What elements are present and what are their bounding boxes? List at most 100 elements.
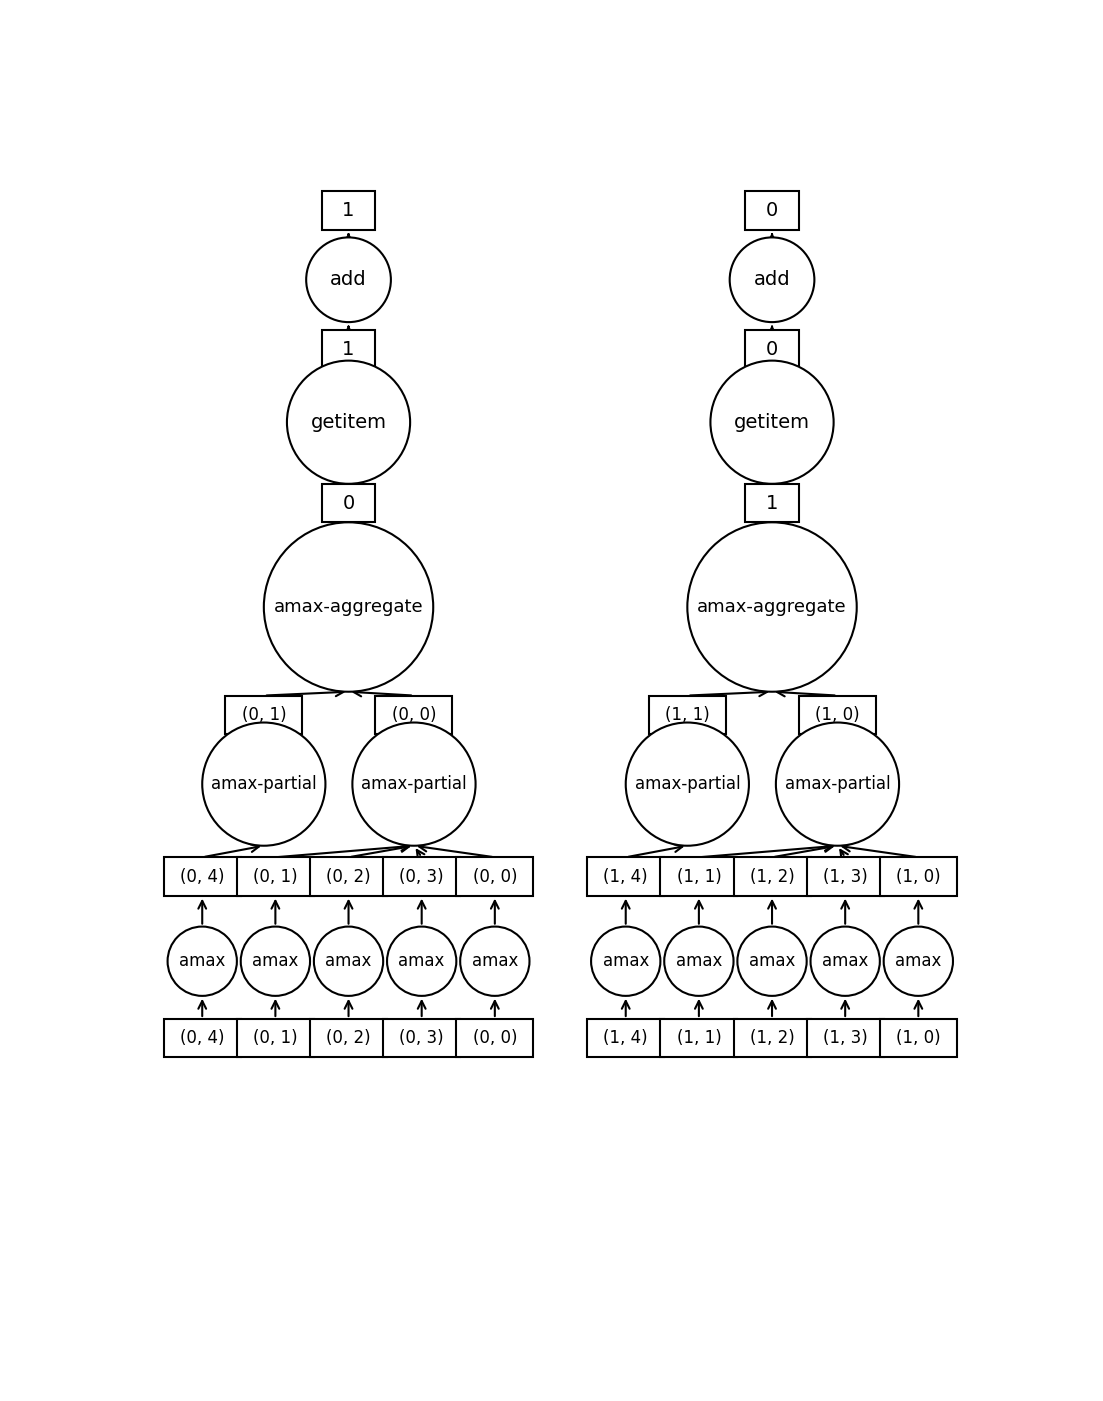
Text: (1, 0): (1, 0) (815, 706, 860, 724)
Circle shape (264, 523, 433, 692)
Bar (880, 1019, 956, 1058)
Bar (375, 695, 452, 734)
Circle shape (687, 523, 857, 692)
Text: (1, 2): (1, 2) (750, 867, 794, 885)
Circle shape (664, 926, 733, 996)
Bar (661, 857, 738, 895)
Bar (661, 1019, 738, 1058)
Text: (0, 0): (0, 0) (472, 1030, 517, 1047)
Text: (1, 0): (1, 0) (896, 1030, 941, 1047)
Circle shape (307, 237, 390, 322)
Bar (880, 857, 956, 895)
Circle shape (884, 926, 953, 996)
Bar (733, 1019, 811, 1058)
Bar (225, 695, 302, 734)
Circle shape (811, 926, 880, 996)
Text: 1: 1 (342, 339, 355, 359)
Circle shape (387, 926, 457, 996)
Text: add: add (330, 270, 367, 289)
Text: (0, 3): (0, 3) (399, 867, 445, 885)
Text: amax-partial: amax-partial (784, 775, 890, 793)
Text: (0, 2): (0, 2) (326, 1030, 371, 1047)
Text: amax: amax (398, 953, 445, 971)
Text: amax: amax (472, 953, 518, 971)
Bar (806, 857, 884, 895)
Text: (0, 2): (0, 2) (326, 867, 371, 885)
Text: 0: 0 (765, 339, 778, 359)
Bar (322, 191, 375, 230)
Text: amax: amax (602, 953, 649, 971)
Text: (1, 1): (1, 1) (676, 1030, 721, 1047)
Bar (457, 857, 534, 895)
Bar (457, 1019, 534, 1058)
Bar (587, 857, 664, 895)
Text: (0, 1): (0, 1) (242, 706, 286, 724)
Text: (1, 1): (1, 1) (676, 867, 721, 885)
Circle shape (591, 926, 661, 996)
Circle shape (460, 926, 529, 996)
Bar (163, 1019, 240, 1058)
Circle shape (352, 723, 475, 846)
Circle shape (738, 926, 806, 996)
Bar (383, 857, 460, 895)
Bar (733, 857, 811, 895)
Text: (0, 0): (0, 0) (472, 867, 517, 885)
Text: (1, 4): (1, 4) (603, 1030, 649, 1047)
Text: 0: 0 (765, 200, 778, 220)
Text: (1, 3): (1, 3) (823, 867, 868, 885)
Circle shape (710, 360, 834, 483)
Text: add: add (753, 270, 791, 289)
Text: amax-partial: amax-partial (211, 775, 317, 793)
Text: 1: 1 (765, 493, 779, 513)
Bar (587, 1019, 664, 1058)
Circle shape (625, 723, 749, 846)
Text: amax-aggregate: amax-aggregate (274, 598, 424, 616)
Bar (322, 483, 375, 523)
Circle shape (287, 360, 410, 483)
Text: (0, 1): (0, 1) (253, 1030, 298, 1047)
Text: amax-partial: amax-partial (634, 775, 740, 793)
Bar (746, 483, 799, 523)
Text: amax-partial: amax-partial (361, 775, 467, 793)
Text: (1, 1): (1, 1) (665, 706, 709, 724)
Text: (1, 4): (1, 4) (603, 867, 649, 885)
Bar (322, 329, 375, 368)
Text: (1, 3): (1, 3) (823, 1030, 868, 1047)
Circle shape (775, 723, 899, 846)
Bar (163, 857, 240, 895)
Text: (0, 3): (0, 3) (399, 1030, 445, 1047)
Bar (383, 1019, 460, 1058)
Text: 1: 1 (342, 200, 355, 220)
Text: amax: amax (253, 953, 299, 971)
Text: amax: amax (325, 953, 372, 971)
Text: (0, 4): (0, 4) (180, 1030, 225, 1047)
Text: amax-aggregate: amax-aggregate (697, 598, 847, 616)
Bar (746, 191, 799, 230)
Bar (649, 695, 726, 734)
Circle shape (168, 926, 237, 996)
Bar (310, 857, 387, 895)
Text: amax: amax (896, 953, 942, 971)
Text: (1, 2): (1, 2) (750, 1030, 794, 1047)
Bar (237, 857, 314, 895)
Text: 0: 0 (342, 493, 355, 513)
Circle shape (730, 237, 814, 322)
Text: (0, 0): (0, 0) (392, 706, 436, 724)
Circle shape (314, 926, 383, 996)
Text: (1, 0): (1, 0) (896, 867, 941, 885)
Text: amax: amax (822, 953, 868, 971)
Text: amax: amax (676, 953, 722, 971)
Text: getitem: getitem (733, 413, 810, 432)
Bar (310, 1019, 387, 1058)
Bar (806, 1019, 884, 1058)
Text: (0, 4): (0, 4) (180, 867, 225, 885)
Circle shape (240, 926, 310, 996)
Circle shape (202, 723, 325, 846)
Bar (237, 1019, 314, 1058)
Text: (0, 1): (0, 1) (253, 867, 298, 885)
Bar (746, 329, 799, 368)
Text: amax: amax (749, 953, 795, 971)
Text: getitem: getitem (311, 413, 386, 432)
Text: amax: amax (179, 953, 225, 971)
Bar (799, 695, 876, 734)
